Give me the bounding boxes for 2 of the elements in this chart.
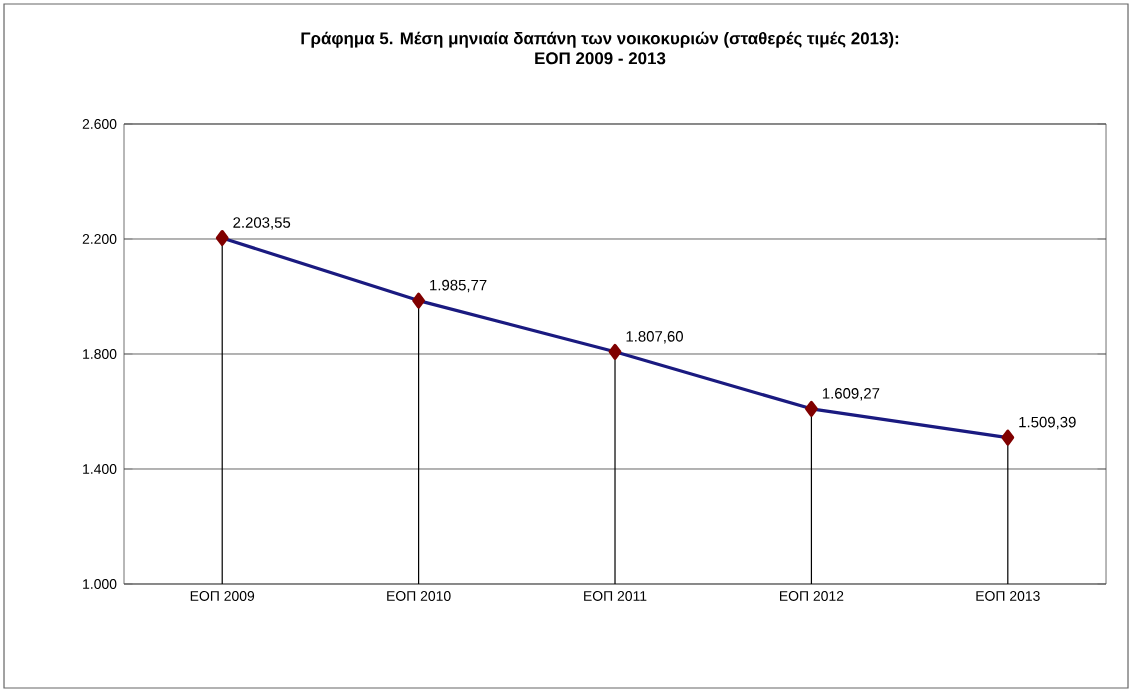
chart-subtitle: ΕΟΠ 2009 - 2013	[535, 52, 666, 65]
chart-title: Γράφημα 5. Μέση μηνιαία δαπάνη των νοικοκυριών (σταθερές τιμές 2013):	[301, 31, 899, 48]
